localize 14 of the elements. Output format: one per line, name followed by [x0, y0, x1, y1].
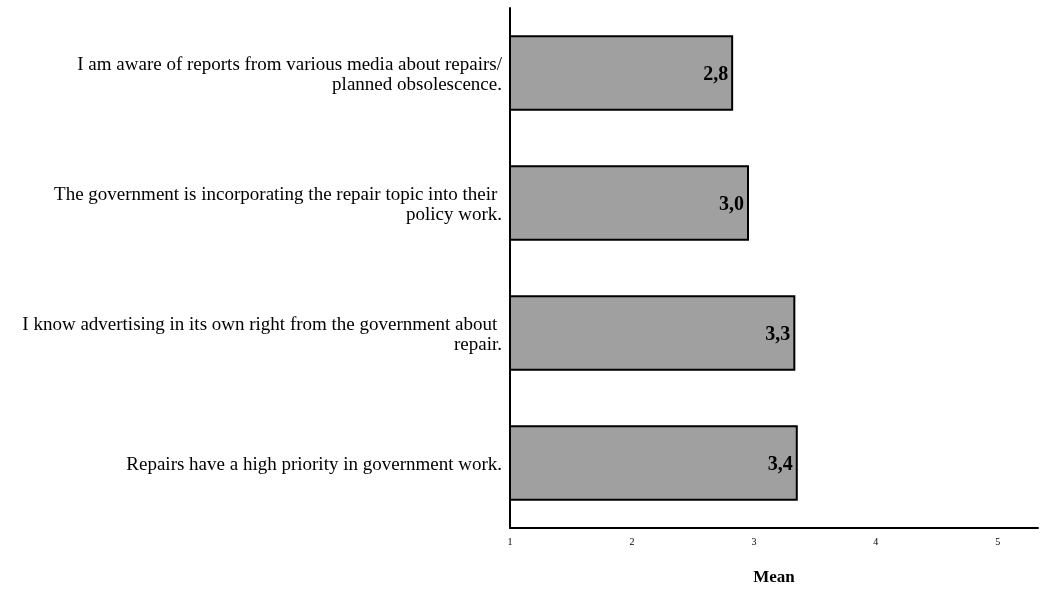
x-tick-label: 1 [507, 535, 513, 547]
x-tick-label: 5 [995, 535, 1001, 547]
x-tick-label: 2 [629, 535, 635, 547]
y-tick-label: I know advertising in its own right from the government about repair. [22, 312, 502, 354]
data-label: 3,4 [767, 452, 793, 474]
data-label: 2,8 [703, 62, 729, 84]
x-tick-label: 3 [751, 535, 757, 547]
y-tick-label: Repairs have a high priority in government work. [126, 452, 502, 474]
x-tick-label: 4 [873, 535, 879, 547]
y-tick-label: I am aware of reports from various media about repairs/planned obsolescence. [77, 52, 503, 94]
data-label: 3,0 [719, 192, 744, 214]
data-label: 3,3 [765, 322, 791, 344]
y-tick-label: The government is incorporating the repair topic into their policy work. [54, 182, 502, 224]
x-axis-title: Mean [753, 567, 796, 586]
